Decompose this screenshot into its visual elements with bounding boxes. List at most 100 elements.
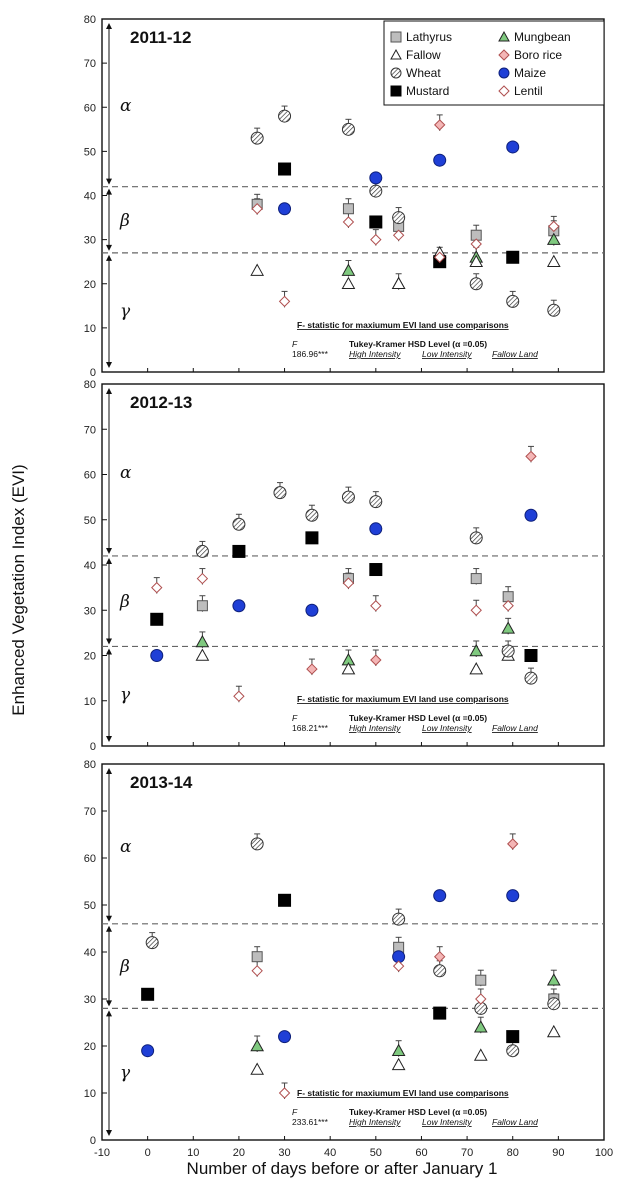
x-tick-label: 100 (595, 1147, 613, 1159)
lathyrus-point (470, 573, 482, 585)
x-tick-label: 60 (415, 1147, 427, 1159)
legend-label: Mustard (406, 84, 449, 98)
alpha-arrow (106, 768, 112, 922)
y-tick-label: 80 (84, 14, 96, 26)
legend-label: Wheat (406, 66, 441, 80)
x-tick-label: 50 (370, 1147, 382, 1159)
wheat-point (195, 544, 209, 558)
y-tick-label: 40 (84, 191, 96, 203)
maize-point (278, 202, 292, 216)
stats-level: Low Intensity (422, 1117, 472, 1127)
stats-f-value: 168.21*** (292, 723, 329, 733)
lentil-point (502, 600, 514, 612)
y-tick-label: 0 (90, 741, 96, 753)
fallow-point (341, 276, 356, 290)
stats-header: F- statistic for maxiumum EVI land use c… (297, 694, 509, 704)
y-tick-label: 50 (84, 515, 96, 527)
wheat-point (469, 531, 483, 545)
fallow-point (391, 276, 406, 290)
lentil-point (251, 203, 263, 215)
maize-point (141, 1044, 155, 1058)
fallow-point (546, 1024, 561, 1038)
wheat-legend-marker (390, 67, 402, 79)
stats-level: High Intensity (349, 349, 401, 359)
wheat-point (250, 131, 264, 145)
zone-label: α (120, 96, 132, 116)
wheat-point (547, 997, 561, 1011)
wheat-point (341, 122, 355, 136)
mustard-point (150, 612, 164, 626)
stats-level: Fallow Land (492, 723, 538, 733)
wheat-point (547, 303, 561, 317)
y-tick-label: 70 (84, 58, 96, 70)
y-tick-label: 30 (84, 605, 96, 617)
lentil-point (278, 295, 291, 308)
y-tick-label: 50 (84, 900, 96, 912)
zone-arrow-head-down (106, 1000, 112, 1007)
lentil-point (278, 1087, 291, 1099)
y-tick-label: 80 (84, 759, 96, 771)
stats-level: High Intensity (349, 723, 401, 733)
mungbean-point (473, 1020, 488, 1033)
maize-point (369, 522, 383, 536)
zone-arrow-head-up (106, 557, 112, 564)
stats-tukey: Tukey-Kramer HSD Level (α =0.05) (349, 713, 487, 723)
panel-title: 2013-14 (130, 773, 193, 792)
wheat-point (369, 184, 383, 198)
y-tick-label: 20 (84, 279, 96, 291)
zone-label: β (119, 592, 130, 612)
stats-f-label: F (292, 713, 298, 723)
wheat-point (145, 936, 159, 950)
lentil-point (392, 960, 405, 972)
y-tick-label: 60 (84, 853, 96, 865)
x-tick-label: 0 (145, 1147, 151, 1159)
maize-point (369, 171, 383, 185)
zone-arrow-head-up (106, 925, 112, 932)
y-tick-label: 40 (84, 947, 96, 959)
lentil-legend-marker (498, 85, 510, 97)
mungbean-legend-marker (498, 30, 510, 42)
panel-2013-14: 0 10 20 30 40 50 60 70 80 α β γ 2013-14 F- statistic … (84, 759, 605, 1147)
stats-level: Fallow Land (492, 349, 538, 359)
wheat-point (232, 517, 246, 531)
mungbean-point (250, 1038, 265, 1052)
wheat-point (506, 1044, 520, 1058)
zone-arrow-head-up (106, 1010, 112, 1017)
beta-arrow (106, 188, 112, 251)
alpha-arrow (106, 23, 112, 185)
stats-f-label: F (292, 339, 298, 349)
wheat-point (278, 109, 292, 123)
mustard-point (369, 215, 383, 229)
stats-level: High Intensity (349, 1117, 401, 1127)
zone-arrow-head-up (106, 254, 112, 261)
mustard-point (141, 987, 155, 1001)
legend-box (383, 20, 605, 106)
zone-arrow-head-down (106, 638, 112, 645)
lentil-point (342, 577, 355, 589)
lentil-point (370, 233, 382, 246)
gamma-arrow (106, 254, 112, 368)
lentil-point (251, 965, 263, 977)
zone-arrow-head-down (106, 178, 112, 185)
lathyrus-point (475, 974, 487, 986)
mustard-point (506, 1030, 520, 1044)
y-tick-label: 70 (84, 806, 96, 818)
lentil-point (470, 604, 482, 616)
gamma-arrow (106, 1010, 112, 1136)
maize-point (433, 153, 447, 167)
zone-label: β (119, 957, 130, 977)
mungbean-point (469, 643, 484, 657)
x-axis-label: Number of days before or after January 1 (187, 1159, 498, 1178)
x-tick-label: 40 (324, 1147, 336, 1159)
fallow-point (195, 648, 210, 661)
lentil-point (370, 600, 382, 612)
mungbean-point (546, 973, 561, 986)
mustard-point (278, 162, 292, 176)
wheat-point (433, 964, 447, 978)
x-tick-label: 30 (278, 1147, 290, 1159)
wheat-point (501, 644, 515, 658)
alpha-arrow (106, 388, 112, 554)
lentil-point (196, 572, 209, 585)
stats-level: Low Intensity (422, 723, 472, 733)
maize-point (232, 599, 246, 613)
